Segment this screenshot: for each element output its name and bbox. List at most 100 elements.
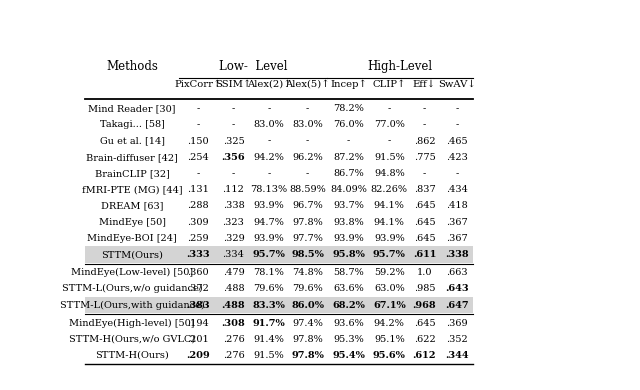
- Text: BrainCLIP [32]: BrainCLIP [32]: [95, 169, 170, 178]
- Text: 86.0%: 86.0%: [291, 301, 324, 310]
- Text: .612: .612: [413, 351, 436, 360]
- Text: .465: .465: [446, 136, 468, 145]
- Text: 87.2%: 87.2%: [333, 153, 364, 162]
- Text: -: -: [455, 104, 458, 113]
- Text: MindEye-BOI [24]: MindEye-BOI [24]: [87, 234, 177, 243]
- Text: .434: .434: [446, 185, 468, 194]
- Text: 97.8%: 97.8%: [292, 335, 323, 344]
- Text: 96.2%: 96.2%: [292, 153, 323, 162]
- Text: .150: .150: [188, 136, 209, 145]
- Text: 88.59%: 88.59%: [289, 185, 326, 194]
- Bar: [85, 246, 473, 263]
- Text: STTM-L(Ours,w/o guidance): STTM-L(Ours,w/o guidance): [62, 284, 202, 293]
- Text: .209: .209: [186, 351, 210, 360]
- Text: .611: .611: [413, 250, 436, 259]
- Text: -: -: [196, 104, 200, 113]
- Text: -: -: [388, 104, 391, 113]
- Text: 83.0%: 83.0%: [253, 121, 284, 129]
- Text: .645: .645: [413, 234, 435, 243]
- Text: Mind Reader [30]: Mind Reader [30]: [88, 104, 176, 113]
- Text: -: -: [347, 136, 350, 145]
- Text: 95.6%: 95.6%: [373, 351, 406, 360]
- Text: 91.5%: 91.5%: [253, 351, 284, 360]
- Text: Takagi... [58]: Takagi... [58]: [100, 121, 164, 129]
- Text: STTM-H(Ours,w/o GVLC): STTM-H(Ours,w/o GVLC): [69, 335, 195, 344]
- Text: SSIM↑: SSIM↑: [216, 80, 252, 89]
- Text: DREAM [63]: DREAM [63]: [101, 202, 163, 211]
- Text: -: -: [196, 169, 200, 178]
- Text: 83.3%: 83.3%: [253, 301, 285, 310]
- Text: High-Level: High-Level: [367, 60, 433, 73]
- Text: -: -: [306, 169, 309, 178]
- Text: 95.3%: 95.3%: [333, 335, 364, 344]
- Text: -: -: [455, 169, 458, 178]
- Text: 95.7%: 95.7%: [373, 250, 406, 259]
- Text: 84.09%: 84.09%: [330, 185, 367, 194]
- Text: 67.1%: 67.1%: [373, 301, 406, 310]
- Text: 59.2%: 59.2%: [374, 268, 404, 277]
- Text: -: -: [423, 169, 426, 178]
- Text: 93.7%: 93.7%: [333, 202, 364, 211]
- Text: .369: .369: [446, 319, 468, 328]
- Text: 93.6%: 93.6%: [333, 319, 364, 328]
- Text: .479: .479: [223, 268, 244, 277]
- Text: Methods: Methods: [106, 60, 158, 73]
- Text: .254: .254: [188, 153, 209, 162]
- Text: -: -: [306, 136, 309, 145]
- Text: 91.5%: 91.5%: [374, 153, 404, 162]
- Text: PixCorr↑: PixCorr↑: [175, 80, 222, 89]
- Text: 94.7%: 94.7%: [253, 218, 284, 227]
- Text: .367: .367: [446, 218, 468, 227]
- Text: Gu et al. [14]: Gu et al. [14]: [100, 136, 164, 145]
- Text: 82.26%: 82.26%: [371, 185, 408, 194]
- Text: 94.1%: 94.1%: [374, 202, 404, 211]
- Text: -: -: [232, 104, 235, 113]
- Text: .360: .360: [188, 268, 209, 277]
- Text: 93.8%: 93.8%: [333, 218, 364, 227]
- Text: .112: .112: [223, 185, 244, 194]
- Text: .308: .308: [221, 319, 245, 328]
- Text: 63.0%: 63.0%: [374, 284, 404, 293]
- Text: .352: .352: [446, 335, 468, 344]
- Text: STTM-H(Ours): STTM-H(Ours): [95, 351, 169, 360]
- Text: 93.9%: 93.9%: [253, 202, 284, 211]
- Text: 97.8%: 97.8%: [292, 218, 323, 227]
- Text: -: -: [455, 121, 458, 129]
- Text: .488: .488: [223, 284, 244, 293]
- Text: .985: .985: [413, 284, 435, 293]
- Text: STTM(Ours): STTM(Ours): [101, 250, 163, 259]
- Text: 91.4%: 91.4%: [253, 335, 284, 344]
- Text: MindEye [50]: MindEye [50]: [99, 218, 166, 227]
- Text: 78.1%: 78.1%: [253, 268, 284, 277]
- Text: .862: .862: [413, 136, 435, 145]
- Text: -: -: [388, 136, 391, 145]
- Text: CLIP↑: CLIP↑: [372, 80, 406, 89]
- Text: -: -: [423, 121, 426, 129]
- Text: .643: .643: [445, 284, 468, 293]
- Text: .323: .323: [223, 218, 244, 227]
- Text: 86.7%: 86.7%: [333, 169, 364, 178]
- Text: .334: .334: [223, 250, 244, 259]
- Text: 95.8%: 95.8%: [332, 250, 365, 259]
- Text: fMRI-PTE (MG) [44]: fMRI-PTE (MG) [44]: [82, 185, 182, 194]
- Text: 93.9%: 93.9%: [253, 234, 284, 243]
- Text: Brain-diffuser [42]: Brain-diffuser [42]: [86, 153, 178, 162]
- Text: 97.4%: 97.4%: [292, 319, 323, 328]
- Text: 79.6%: 79.6%: [253, 284, 284, 293]
- Text: .645: .645: [413, 218, 435, 227]
- Text: 93.9%: 93.9%: [333, 234, 364, 243]
- Text: .356: .356: [221, 153, 245, 162]
- Text: MindEye(High-level) [50]: MindEye(High-level) [50]: [69, 319, 195, 328]
- Text: 77.0%: 77.0%: [374, 121, 404, 129]
- Text: .775: .775: [413, 153, 435, 162]
- Text: .645: .645: [413, 319, 435, 328]
- Text: MindEye(Low-level) [50]: MindEye(Low-level) [50]: [71, 268, 193, 277]
- Text: .367: .367: [446, 234, 468, 243]
- Text: -: -: [268, 169, 271, 178]
- Text: .488: .488: [221, 301, 245, 310]
- Text: STTM-L(Ours,with guidance): STTM-L(Ours,with guidance): [60, 301, 204, 310]
- Text: 63.6%: 63.6%: [333, 284, 364, 293]
- Text: 94.1%: 94.1%: [374, 218, 404, 227]
- Text: .325: .325: [223, 136, 244, 145]
- Text: 76.0%: 76.0%: [333, 121, 364, 129]
